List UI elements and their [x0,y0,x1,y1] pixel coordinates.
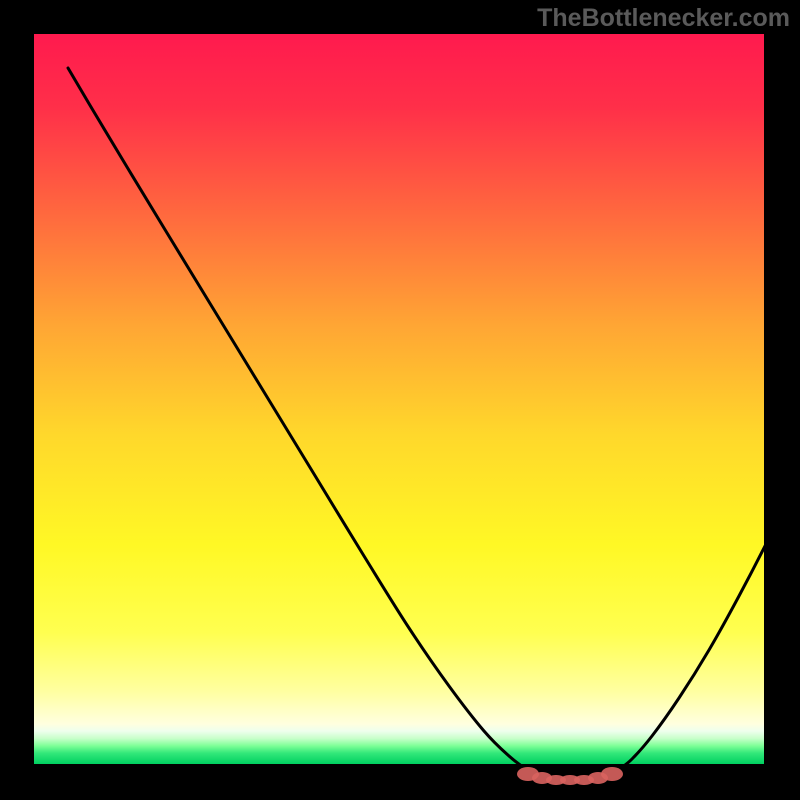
valley-accent-blob [601,767,623,781]
bottleneck-curve [68,68,798,780]
watermark-text: TheBottlenecker.com [537,4,790,33]
figure-root: TheBottlenecker.com [0,0,800,800]
plot-area [34,34,764,764]
curve-layer [34,34,800,800]
